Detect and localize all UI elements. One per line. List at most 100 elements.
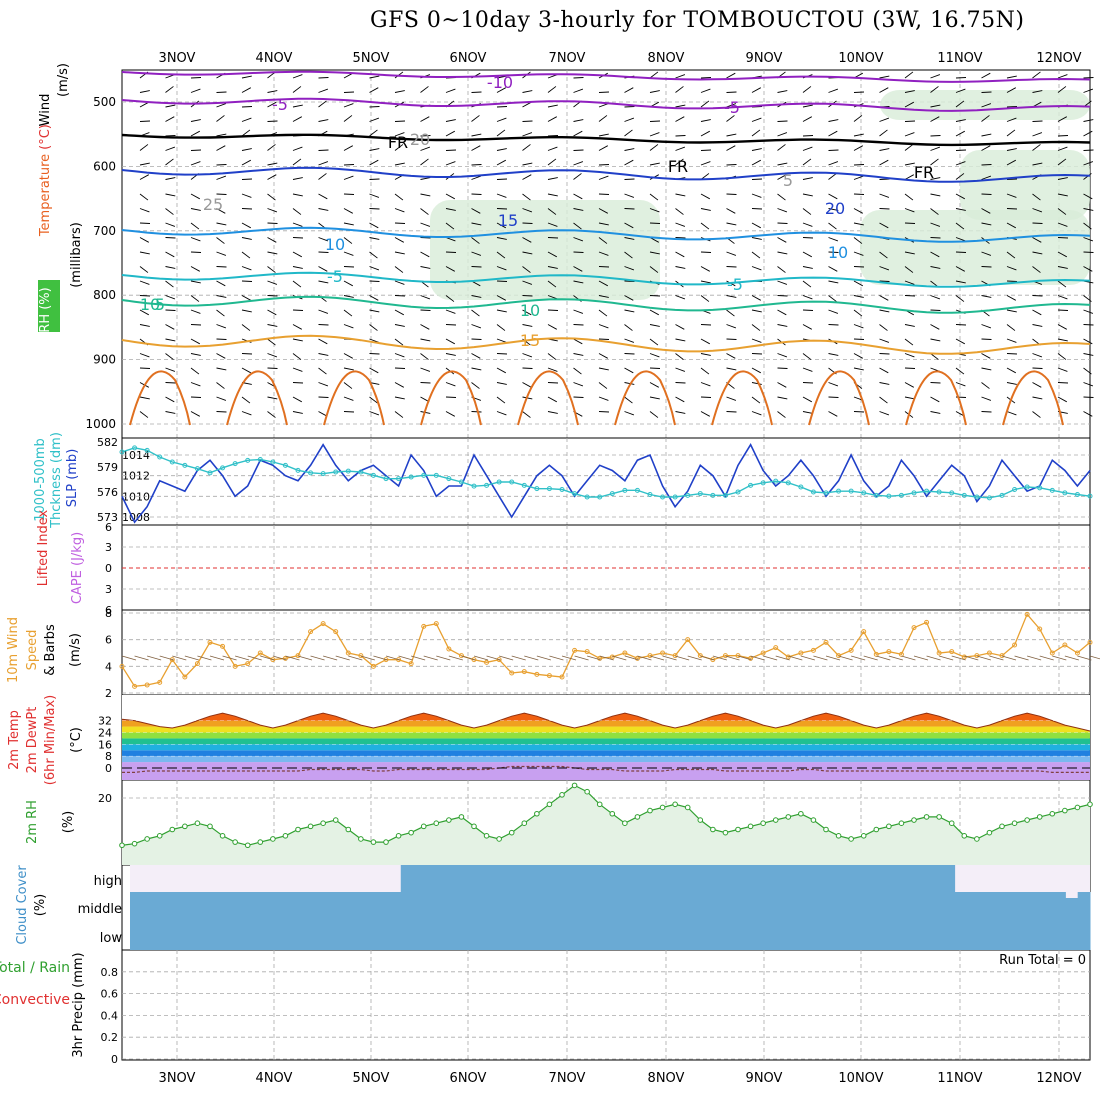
wind-barb [547,104,558,108]
wind-barb [471,237,480,244]
rh-shading [960,150,1090,220]
wind-barb [394,324,405,327]
wind-barb [267,280,278,285]
cloud-bar [450,865,463,892]
thickness-point [521,482,527,488]
wind-barb [1057,222,1068,227]
wind-barb [241,75,252,79]
wind-barb [547,353,557,360]
wind-barb [930,116,940,122]
wind-barb [292,266,303,269]
wind-barb [930,158,939,166]
wind-barb [1057,74,1068,79]
wind-barb [1077,655,1092,661]
wind-barb [369,193,380,198]
wind-barb [624,382,635,385]
wind-barb [930,266,941,269]
wind-barb [649,411,659,418]
wind-barb [139,251,150,255]
rh-point [1036,814,1043,820]
wind-barb [649,353,660,358]
x-tick-label-top: 6NOV [450,51,487,66]
cloud-bar [966,922,980,950]
wind-barb [981,353,991,359]
cloud-bar [634,865,648,892]
panel-label: 3hr Precip (mm) [71,952,86,1057]
wind-barb [190,222,200,230]
wind-barb [139,411,149,418]
thickness-point [748,482,754,488]
cloud-bar [523,892,537,922]
wind-barb [471,115,480,122]
wind-barb [930,295,941,300]
rh-point [307,823,314,830]
wind-barb [139,353,150,358]
rh-point [974,836,980,842]
thickness-point [194,466,200,472]
wind-barb [802,222,813,227]
y-tick-label: 32 [98,715,112,728]
wind-barb [1083,88,1094,93]
thickness-point [861,490,867,496]
wind-barb [420,338,431,342]
wind-barb [726,353,736,359]
wind-barb [930,86,939,93]
wind-barb [598,237,608,244]
wind-barb [1032,266,1041,273]
y-tick-label: 900 [93,353,116,367]
wind-barb [904,324,915,327]
cloud-bar [831,892,845,922]
wind-barb [292,222,303,227]
wind-barb [700,411,710,417]
cloud-bar [228,922,242,950]
wind-barb [471,145,481,151]
cloud-bar [819,865,833,892]
wind-barb [445,88,456,93]
wind-barb [165,104,176,108]
wind-barb [981,103,992,108]
wind-barb [471,309,480,317]
thickness-point [609,491,615,497]
wind-barb [955,237,966,242]
wind-barb [700,382,711,387]
wind-barb [853,324,864,329]
cloud-bar [880,922,894,950]
cloud-bar [191,892,205,922]
cloud-bar [1040,922,1054,950]
wind-barb [930,177,941,180]
panel-label: & Barbs [43,624,58,676]
wind-barb [901,655,916,661]
wind-barb [547,158,557,166]
wind-barb [471,367,482,371]
wind-barb [981,115,990,122]
rh-point [433,820,440,827]
wind-barb [394,237,404,243]
wind-barb [165,158,174,166]
cloud-bar [536,922,549,950]
wind-barb [1039,655,1054,661]
wind-speed-point [1049,650,1055,656]
wind-barb [1064,655,1079,661]
wind-barb [241,324,251,331]
wind-speed-point [986,650,992,656]
wind-barb [318,367,327,375]
thickness-point [898,492,904,498]
wind-barb [190,338,200,345]
wind-barb [904,280,915,285]
wind-barb [828,130,838,137]
panel-label: Temperature [38,154,53,237]
cloud-bar [388,922,402,950]
cloud-bar [831,865,845,892]
rh-point [395,833,402,839]
thickness-point [446,476,452,482]
cloud-bar [770,865,783,892]
rh-point [609,810,616,817]
cloud-bar [794,892,808,922]
wind-barb [989,655,1004,661]
wind-barb [828,237,839,242]
wind-speed-point [810,647,816,653]
wind-barb [1032,396,1043,400]
temp-band [122,732,1090,739]
thickness-point [534,486,540,492]
wind-speed-point [1062,642,1068,648]
